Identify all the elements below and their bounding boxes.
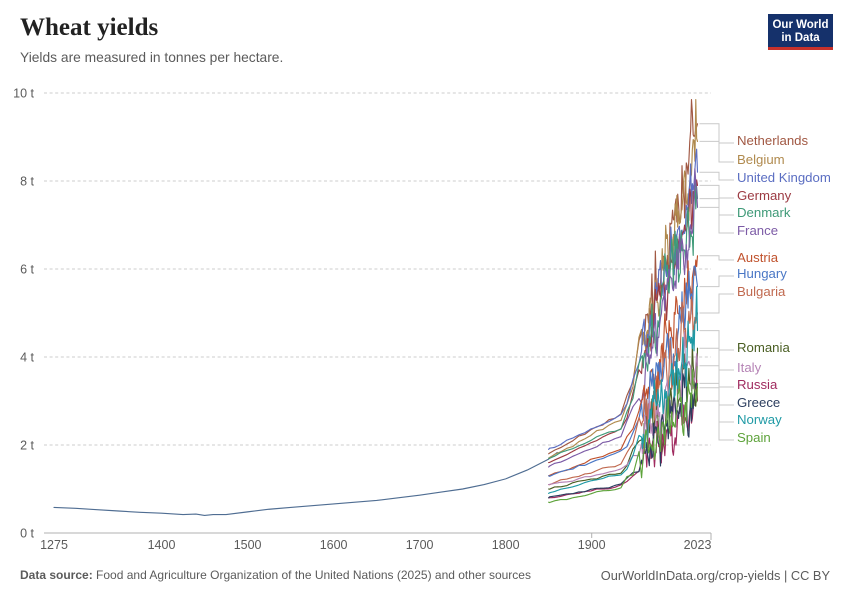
svg-text:1900: 1900 — [578, 538, 606, 552]
svg-text:1500: 1500 — [234, 538, 262, 552]
svg-text:1700: 1700 — [406, 538, 434, 552]
svg-text:0 t: 0 t — [20, 527, 34, 541]
svg-text:10 t: 10 t — [13, 87, 34, 101]
svg-text:1800: 1800 — [492, 538, 520, 552]
svg-text:4 t: 4 t — [20, 351, 34, 365]
svg-text:1275: 1275 — [40, 538, 68, 552]
svg-text:1600: 1600 — [320, 538, 348, 552]
svg-text:1400: 1400 — [148, 538, 176, 552]
svg-text:8 t: 8 t — [20, 175, 34, 189]
svg-text:2 t: 2 t — [20, 439, 34, 453]
svg-text:6 t: 6 t — [20, 263, 34, 277]
svg-text:2023: 2023 — [684, 538, 712, 552]
